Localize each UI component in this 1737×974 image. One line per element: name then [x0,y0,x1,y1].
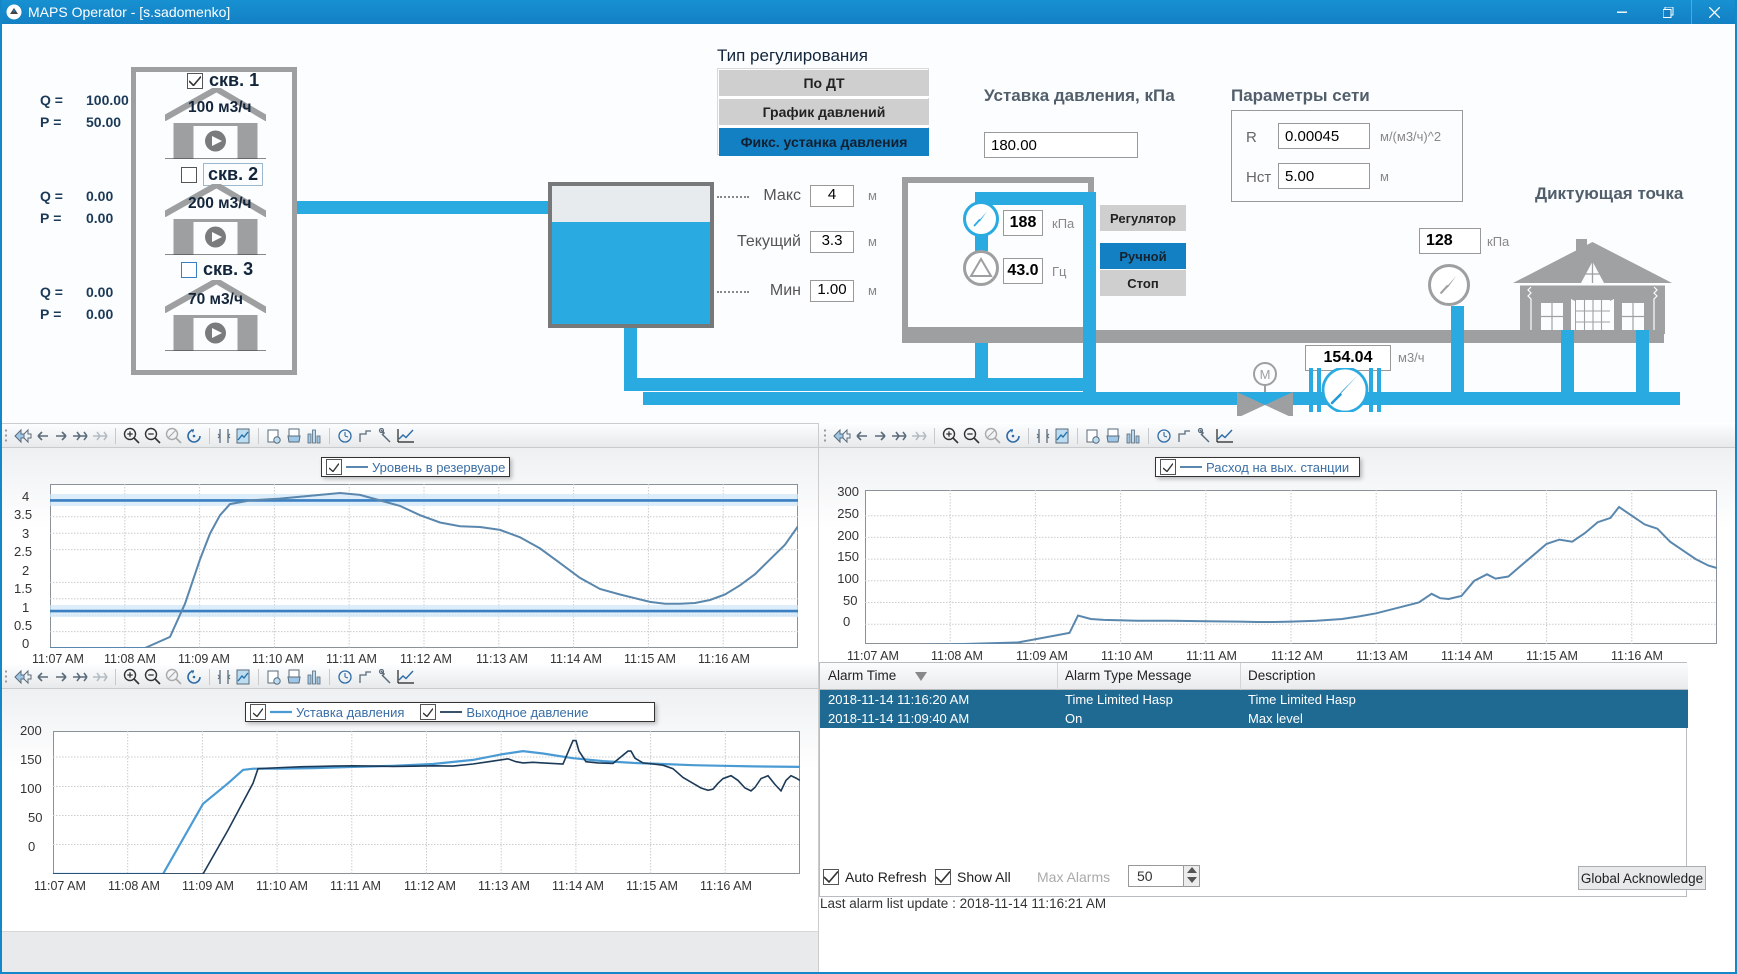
svg-text:M: M [1260,367,1271,382]
